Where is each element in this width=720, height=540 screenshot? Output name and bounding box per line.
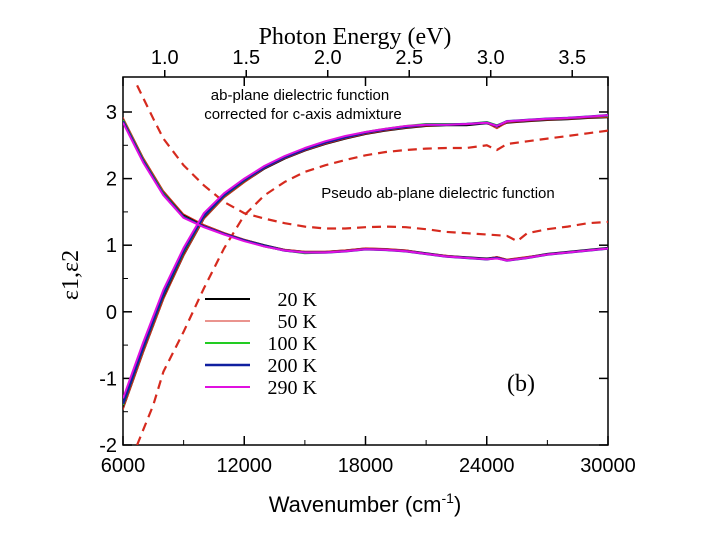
annotation-ab-plane-line1: ab-plane dielectric function [211, 87, 389, 104]
top-tick-label: 1.5 [232, 47, 260, 69]
annotation-ab-plane-line2: corrected for c-axis admixture [204, 106, 402, 123]
series-50k-eps1-curve [123, 117, 608, 260]
top-tick-label: 3.0 [477, 47, 505, 69]
y-axis-ticks [123, 111, 608, 446]
top-axis-title: Photon Energy (eV) [259, 24, 452, 50]
top-tick-label: 3.5 [558, 47, 586, 69]
series-50k-eps2-curve [123, 116, 608, 410]
legend-label: 100 K [268, 333, 318, 355]
series-290k-eps2-curve [123, 114, 608, 399]
y-tick-label: 2 [106, 169, 117, 191]
panel-label: (b) [507, 371, 535, 397]
series-290k-eps1-curve [123, 122, 608, 262]
series-100k-eps2-curve [123, 115, 608, 406]
y-axis-tick-labels: -2 -1 0 1 2 3 [99, 102, 117, 457]
top-tick-label: 2.5 [395, 47, 423, 69]
top-tick-label: 1.0 [151, 47, 179, 69]
data-curves [123, 84, 608, 445]
y-tick-label: 1 [106, 235, 117, 257]
y-axis-title: ε1,ε2 [58, 250, 84, 300]
x-tick-label: 24000 [459, 455, 515, 477]
x-axis-title: Wavenumber (cm-1) [269, 490, 462, 517]
x-axis-ticks [122, 77, 609, 445]
x-tick-label: 18000 [338, 455, 394, 477]
y-tick-label: 3 [106, 102, 117, 124]
y-tick-label: -1 [99, 368, 117, 390]
series-20k-eps2-curve [123, 116, 608, 409]
pseudo-eps2-curve [136, 129, 608, 445]
x-axis-title-exponent: -1 [442, 490, 455, 506]
legend-label: 290 K [268, 377, 318, 399]
x-axis-title-prefix: Wavenumber (cm [269, 492, 442, 517]
y-tick-label: -2 [99, 435, 117, 457]
pseudo-eps1-curve [136, 84, 608, 243]
x-axis-title-suffix: ) [454, 492, 461, 517]
top-tick-label: 2.0 [314, 47, 342, 69]
legend-label: 50 K [278, 311, 318, 333]
top-axis-tick-labels: 1.0 1.5 2.0 2.5 3.0 3.5 [151, 47, 586, 69]
x-tick-label: 6000 [101, 455, 146, 477]
x-tick-label: 12000 [216, 455, 272, 477]
y-tick-label: 0 [106, 302, 117, 324]
x-axis-tick-labels: 6000 12000 18000 24000 30000 [101, 455, 636, 477]
top-axis-ticks [163, 70, 573, 77]
legend-label: 20 K [278, 289, 318, 311]
x-tick-label: 30000 [580, 455, 636, 477]
series-200k-eps2-curve [123, 114, 608, 405]
annotation-pseudo-ab-plane: Pseudo ab-plane dielectric function [321, 185, 554, 202]
legend-label: 200 K [268, 355, 318, 377]
